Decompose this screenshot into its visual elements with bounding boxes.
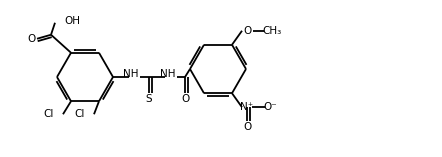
Text: NH: NH: [123, 69, 139, 79]
Text: O: O: [243, 26, 251, 36]
Text: Cl: Cl: [44, 109, 54, 119]
Text: O⁻: O⁻: [263, 102, 277, 112]
Text: O: O: [243, 122, 251, 132]
Text: S: S: [146, 94, 152, 104]
Text: NH: NH: [160, 69, 176, 79]
Text: Cl: Cl: [75, 109, 85, 119]
Text: N⁺: N⁺: [240, 102, 254, 112]
Text: CH₃: CH₃: [263, 26, 282, 36]
Text: O: O: [181, 94, 189, 104]
Text: OH: OH: [64, 16, 80, 26]
Text: O: O: [28, 34, 36, 44]
